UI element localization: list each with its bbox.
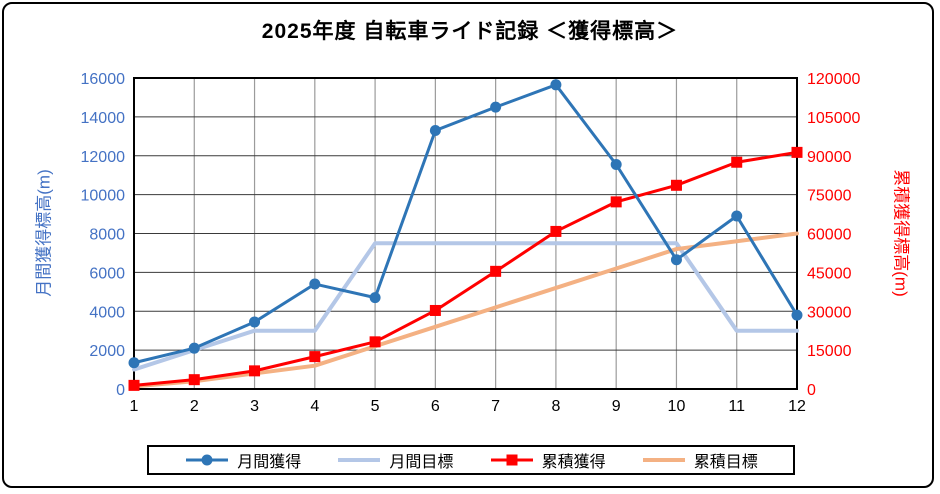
data-point-circle — [429, 124, 441, 136]
data-point-square — [610, 196, 622, 208]
legend-swatch — [338, 458, 381, 462]
legend-label: 月間獲得 — [237, 454, 302, 471]
data-point-square — [188, 374, 200, 386]
data-point-circle — [610, 158, 622, 170]
legend-swatch — [642, 458, 685, 462]
data-point-square — [369, 336, 381, 348]
data-point-circle — [188, 342, 200, 354]
data-point-circle — [369, 292, 381, 304]
x-axis-tick-label: 1 — [130, 398, 139, 415]
data-point-circle — [128, 357, 140, 369]
data-point-square — [309, 351, 321, 363]
data-point-square — [731, 156, 743, 168]
data-point-circle — [550, 79, 562, 91]
legend-item-1: 月間獲得 — [184, 448, 301, 472]
series-line-1 — [132, 83, 799, 365]
right-axis-title: 累積獲得標高(m) — [891, 169, 911, 297]
right-axis-tick-label: 105000 — [807, 110, 860, 127]
left-axis-tick-label: 2000 — [89, 343, 125, 360]
data-point-circle — [670, 254, 682, 266]
data-point-square — [128, 379, 140, 391]
right-axis-tick-label: 120000 — [807, 71, 860, 88]
legend-label: 累積目標 — [693, 454, 758, 471]
x-axis-tick-label: 10 — [668, 398, 686, 415]
x-axis-tick-label: 12 — [788, 398, 806, 415]
series-line-4 — [132, 231, 799, 389]
data-point-square — [670, 179, 682, 191]
x-axis-tick-label: 2 — [190, 398, 199, 415]
data-point-square — [249, 365, 261, 377]
right-axis-tick-label: 30000 — [807, 304, 852, 321]
legend-swatch — [186, 454, 229, 466]
left-axis-tick-label: 10000 — [81, 188, 126, 205]
right-axis-tick-label: 60000 — [807, 227, 852, 244]
series-line-3 — [132, 150, 799, 387]
x-axis-tick-label: 9 — [612, 398, 621, 415]
right-axis-tick-label: 15000 — [807, 343, 852, 360]
left-axis-tick-label: 8000 — [89, 227, 125, 244]
circle-marker-icon — [201, 454, 213, 466]
x-axis-tick-label: 8 — [551, 398, 560, 415]
legend-label: 累積獲得 — [541, 454, 606, 471]
legend-label: 月間目標 — [389, 454, 454, 471]
right-axis-tick-label: 45000 — [807, 265, 852, 282]
x-axis-tick-label: 5 — [371, 398, 380, 415]
x-axis-tick-label: 11 — [728, 398, 745, 415]
left-axis-tick-label: 16000 — [81, 71, 126, 88]
square-marker-icon — [506, 454, 518, 466]
x-axis-tick-label: 7 — [491, 398, 500, 415]
left-axis-tick-label: 14000 — [81, 110, 126, 127]
data-point-square — [550, 225, 562, 237]
legend-item-2: 月間目標 — [336, 448, 453, 472]
x-axis-tick-label: 3 — [250, 398, 259, 415]
legend-item-4: 累積目標 — [641, 448, 758, 472]
left-axis-tick-label: 4000 — [89, 304, 125, 321]
x-axis-tick-label: 4 — [310, 398, 319, 415]
right-axis-tick-label: 90000 — [807, 149, 852, 166]
data-point-circle — [309, 278, 321, 290]
data-point-circle — [731, 210, 743, 222]
legend: 月間獲得 月間目標 累積獲得 累積目標 — [147, 445, 795, 475]
data-point-square — [429, 304, 441, 316]
x-axis-tick-label: 6 — [431, 398, 440, 415]
legend-swatch — [490, 454, 533, 466]
data-point-circle — [490, 101, 502, 113]
chart-title: 2025年度 自転車ライド記録 ＜獲得標高＞ — [261, 20, 679, 43]
right-axis-tick-label: 0 — [807, 382, 816, 399]
data-point-circle — [791, 309, 803, 321]
left-axis-tick-label: 0 — [116, 382, 125, 399]
left-axis-tick-label: 12000 — [81, 149, 126, 166]
series-line-2 — [132, 241, 799, 372]
left-axis-title: 月間獲得標高(m) — [34, 169, 54, 297]
legend-item-3: 累積獲得 — [489, 448, 606, 472]
data-point-square — [490, 265, 502, 277]
left-axis-tick-label: 6000 — [89, 265, 125, 282]
data-point-square — [791, 146, 803, 158]
data-point-circle — [249, 316, 261, 328]
right-axis-tick-label: 75000 — [807, 188, 852, 205]
